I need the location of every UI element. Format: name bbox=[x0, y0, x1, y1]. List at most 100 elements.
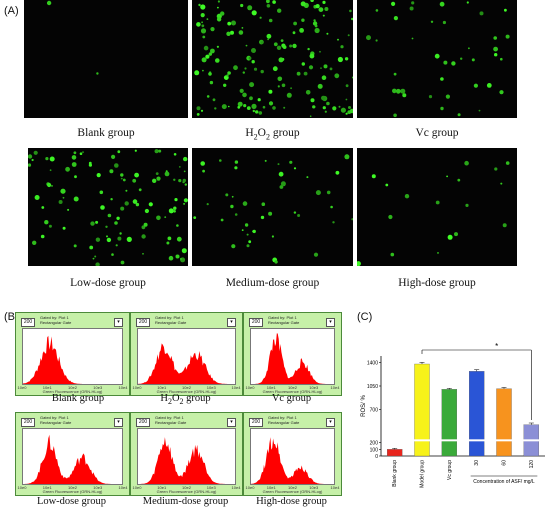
axis-break bbox=[413, 439, 431, 442]
fluorescent-cell bbox=[344, 154, 350, 160]
histogram-tick-label: 10e2 bbox=[288, 385, 297, 390]
bin-count-box[interactable]: 200 bbox=[249, 418, 263, 427]
bin-count-box[interactable]: 200 bbox=[21, 418, 35, 427]
fluorescent-cell bbox=[201, 24, 205, 28]
histogram-tick-label: 10e1 bbox=[157, 385, 167, 390]
histogram-tick-label: 10e2 bbox=[182, 385, 191, 390]
fluorescent-cell bbox=[95, 220, 99, 224]
fluorescent-cell bbox=[176, 236, 182, 242]
panel-label-c: (C) bbox=[357, 311, 373, 323]
fluorescent-cell bbox=[278, 57, 284, 63]
histogram-tick-label: 10e1 bbox=[42, 485, 52, 490]
caption-medium-dose: Medium-dose group bbox=[225, 277, 320, 289]
histogram-tick-label: 10e4 bbox=[231, 485, 241, 490]
fluorescent-cell bbox=[352, 76, 353, 79]
menu-button[interactable]: ▾ bbox=[114, 318, 123, 327]
fluorescent-cell bbox=[457, 178, 461, 182]
fluorescent-cell bbox=[96, 72, 99, 75]
histogram-tick-label: 10e4 bbox=[231, 385, 241, 390]
fluorescent-cell bbox=[41, 206, 45, 209]
menu-button[interactable]: ▾ bbox=[114, 418, 123, 427]
fluorescent-cell bbox=[300, 1, 306, 7]
fluorescent-cell bbox=[499, 90, 504, 95]
fluorescent-cell bbox=[272, 66, 278, 72]
microscopy-image-high-dose bbox=[357, 148, 517, 266]
fluorescent-cell bbox=[238, 30, 244, 35]
fluorescent-cell bbox=[49, 169, 52, 172]
menu-button[interactable]: ▾ bbox=[326, 418, 335, 427]
fluorescent-cell bbox=[296, 71, 301, 76]
fluorescent-cell bbox=[210, 27, 215, 32]
gate-line-2: Rectangular Gate bbox=[40, 419, 72, 425]
fluorescent-cell bbox=[392, 88, 397, 94]
fluorescent-cell bbox=[286, 92, 292, 98]
fluorescent-cell bbox=[134, 172, 139, 178]
fluorescent-cell bbox=[310, 98, 315, 103]
fluorescent-cell bbox=[242, 92, 247, 98]
gate-line-1: Gated by: Plot 1 bbox=[268, 315, 297, 320]
fluorescent-cell bbox=[173, 153, 177, 156]
histogram-svg bbox=[138, 437, 235, 484]
fluorescent-cell bbox=[430, 20, 434, 23]
histogram-ticks: 10e0 10e1 10e2 10e3 10e4 bbox=[133, 485, 241, 490]
histogram-tick-label: 10e3 bbox=[206, 485, 216, 490]
bin-count-box[interactable]: 200 bbox=[21, 318, 35, 327]
fluorescent-cell bbox=[173, 210, 176, 213]
fluorescent-cell bbox=[246, 106, 251, 110]
x-tick-label: Vc group bbox=[447, 460, 453, 480]
fluorescent-cell bbox=[314, 24, 318, 28]
fluorescent-cell bbox=[47, 182, 52, 188]
flow-panel-header: 200 Gated by: Plot 1 Rectangular Gate ▾ bbox=[133, 415, 240, 427]
fluorescent-cell bbox=[246, 244, 250, 248]
histogram-tick-label: 10e0 bbox=[17, 485, 27, 490]
menu-button[interactable]: ▾ bbox=[227, 318, 236, 327]
bin-count-box[interactable]: 200 bbox=[249, 318, 263, 327]
fluorescent-cell bbox=[248, 240, 252, 244]
histogram-svg bbox=[251, 333, 334, 384]
fluorescent-cell bbox=[115, 244, 118, 247]
fluorescent-cell bbox=[309, 53, 315, 59]
menu-button[interactable]: ▾ bbox=[227, 418, 236, 427]
flow-panel-header: 200 Gated by: Plot 1 Rectangular Gate ▾ bbox=[246, 315, 339, 327]
fluorescent-cell bbox=[313, 19, 316, 22]
histogram-tick-label: 10e4 bbox=[118, 485, 128, 490]
fluorescent-cell bbox=[312, 21, 318, 26]
fluorescent-cell bbox=[219, 159, 222, 162]
fluorescent-cell bbox=[271, 235, 274, 238]
fluorescent-cell bbox=[226, 74, 229, 77]
fluorescent-cell bbox=[345, 84, 349, 88]
fluorescent-cell bbox=[134, 149, 137, 152]
histogram-tick-label: 10e0 bbox=[132, 485, 142, 490]
menu-button[interactable]: ▾ bbox=[326, 318, 335, 327]
fluorescent-cell bbox=[246, 233, 249, 236]
fluorescent-cell bbox=[411, 37, 414, 40]
fluorescent-cell bbox=[71, 162, 77, 167]
flow-panel-header: 200 Gated by: Plot 1 Rectangular Gate ▾ bbox=[133, 315, 240, 327]
fluorescent-cell bbox=[404, 194, 410, 199]
fluorescent-cell bbox=[315, 4, 320, 9]
fluorescent-cell bbox=[272, 0, 276, 4]
fluorescent-cell bbox=[375, 39, 378, 42]
fluorescent-cell bbox=[65, 166, 70, 172]
bin-count-box[interactable]: 200 bbox=[136, 418, 150, 427]
histogram-xlabel: Green Fluorescence (GRN-HLog) bbox=[262, 389, 323, 394]
histogram-xlabel: Green Fluorescence (GRN-HLog) bbox=[156, 489, 217, 494]
fluorescent-cell bbox=[473, 83, 478, 88]
fluorescent-cell bbox=[299, 28, 304, 33]
fluorescent-cell bbox=[124, 201, 129, 206]
caption-h2o2: H2O2 group bbox=[245, 127, 300, 142]
fluorescent-cell bbox=[347, 34, 350, 37]
fluorescent-cell bbox=[277, 76, 283, 82]
fluorescent-cell bbox=[99, 190, 104, 195]
bin-count-box[interactable]: 200 bbox=[136, 318, 150, 327]
fluorescent-cell bbox=[71, 155, 77, 160]
fluorescent-cell bbox=[400, 88, 406, 94]
fluorescent-cell bbox=[262, 105, 266, 109]
fluorescent-cell bbox=[106, 235, 108, 238]
gate-info: Gated by: Plot 1 Rectangular Gate bbox=[268, 315, 299, 325]
fluorescent-cell bbox=[217, 6, 219, 9]
fluorescent-cell bbox=[251, 103, 257, 109]
histogram-tick-label: 10e1 bbox=[266, 385, 276, 390]
fluorescent-cell bbox=[248, 56, 252, 60]
fluorescent-cell bbox=[82, 151, 84, 153]
